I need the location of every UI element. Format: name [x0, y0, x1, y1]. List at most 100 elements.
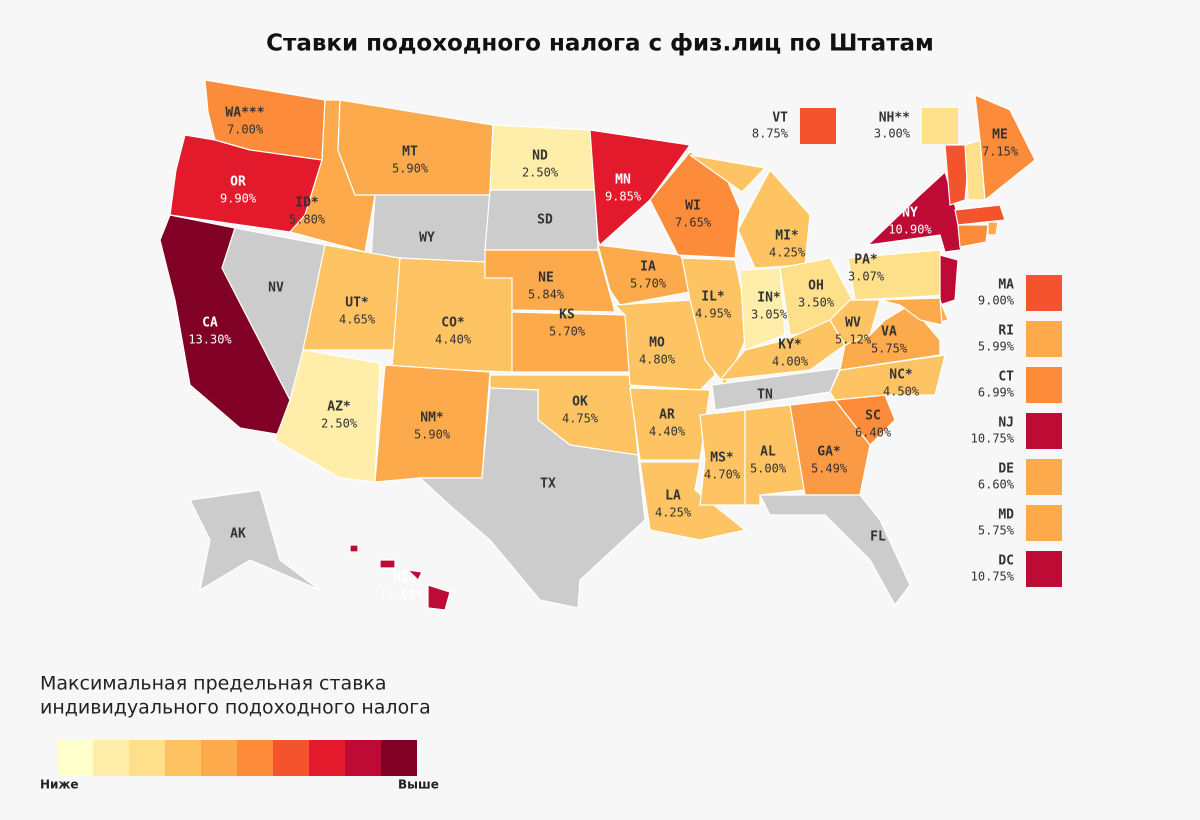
callout-box — [800, 108, 836, 144]
state — [689, 154, 811, 269]
state-rate: 5.00% — [750, 462, 787, 476]
state-code: CA — [202, 316, 218, 331]
legend-swatch — [309, 740, 345, 776]
callout-rate: 3.00% — [874, 127, 911, 141]
state-rate: 5.70% — [630, 277, 667, 291]
state-rate: 4.80% — [639, 353, 676, 367]
state-rate: 2.50% — [321, 417, 358, 431]
state-rate: 4.00% — [772, 355, 809, 369]
state-rate: 3.07% — [848, 270, 885, 284]
state-code: MT — [402, 145, 418, 160]
callout-code: VT — [772, 111, 788, 126]
state-rate: 5.75% — [871, 342, 908, 356]
state — [879, 297, 943, 326]
state-code: ID* — [295, 196, 319, 211]
callout-code: RI — [998, 324, 1014, 339]
callout-rate: 6.99% — [978, 386, 1015, 400]
state — [939, 254, 959, 306]
state-rate: 5.70% — [549, 325, 586, 339]
state-rate: 4.70% — [704, 468, 741, 482]
state — [829, 299, 881, 346]
state-code: IA — [640, 260, 656, 275]
state — [954, 204, 1006, 226]
state — [649, 151, 741, 259]
state-rate: 3.50% — [798, 296, 835, 310]
state-rate: 6.40% — [855, 426, 892, 440]
legend-title: Максимальная предельная ставка — [40, 673, 387, 695]
state — [759, 494, 911, 607]
state — [274, 349, 381, 483]
title: Ставки подоходного налога с физ.лиц по Ш… — [266, 31, 934, 57]
callout-code: NJ — [998, 416, 1014, 431]
state-code: OH — [808, 279, 824, 294]
callout-code: MA — [998, 278, 1014, 293]
state-code: NE — [538, 271, 554, 286]
state-rate: 4.95% — [695, 307, 732, 321]
legend-swatch — [201, 740, 237, 776]
callout-rate: 5.99% — [978, 340, 1015, 354]
legend-swatch — [237, 740, 273, 776]
state-code: ND — [532, 149, 548, 164]
state — [987, 221, 999, 236]
state-rate: 4.50% — [883, 385, 920, 399]
state-code: WY — [419, 231, 435, 246]
legend-swatch — [381, 740, 417, 776]
callout-code: CT — [998, 370, 1014, 385]
state — [944, 144, 971, 206]
state-rate: 5.90% — [392, 162, 429, 176]
state-code: CO* — [441, 316, 465, 331]
callout-box — [1026, 413, 1062, 449]
callout-rate: 6.60% — [978, 478, 1015, 492]
callout-box — [1026, 321, 1062, 357]
state-code: MN — [615, 173, 631, 188]
state-code: NC* — [889, 368, 913, 383]
state-code: GA* — [817, 445, 841, 460]
state-code: LA — [665, 489, 681, 504]
callout-code: DE — [998, 462, 1014, 477]
state-code: TN — [757, 388, 773, 403]
state-rate: 5.90% — [414, 428, 451, 442]
state-code: FL — [870, 530, 886, 545]
state-code: WI — [685, 199, 701, 214]
state-rate: 4.65% — [339, 313, 376, 327]
state-code: OR — [230, 175, 246, 190]
states — [159, 79, 1036, 611]
labels: WA*** 7.00% OR 9.90% CA 13.30% NV ID* 5.80% MT 5.9… — [188, 106, 1062, 602]
state-rate: 2.50% — [522, 166, 559, 180]
state-code: WA*** — [225, 106, 264, 121]
state-code: KY* — [778, 338, 802, 353]
state-code: UT* — [345, 296, 369, 311]
state — [829, 354, 946, 401]
state-code: VA — [881, 325, 897, 340]
callout-box — [1026, 275, 1062, 311]
state-rate: 4.25% — [769, 246, 806, 260]
legend-swatch — [345, 740, 381, 776]
state-rate: 4.40% — [435, 333, 472, 347]
legend-high: Выше — [398, 778, 439, 792]
callout-box — [1026, 551, 1062, 587]
state-code: NY — [902, 206, 918, 221]
state — [589, 129, 692, 247]
state-rate: 10.90% — [888, 223, 932, 237]
state-code: OK — [572, 395, 588, 410]
state-code: NV — [268, 281, 284, 296]
state-code: IL* — [701, 290, 725, 305]
state-rate: 7.65% — [675, 216, 712, 230]
state-rate: 7.15% — [982, 145, 1019, 159]
state-code: KS — [559, 308, 575, 323]
state-code: AK — [230, 527, 246, 542]
state-rate: 9.90% — [220, 192, 257, 206]
legend-swatch — [273, 740, 309, 776]
state-rate: 4.75% — [562, 412, 599, 426]
state — [839, 304, 941, 371]
callout-code: DC — [998, 554, 1014, 569]
state-code: TX — [540, 477, 556, 492]
state-rate: 5.12% — [835, 333, 872, 347]
state-rate: 13.30% — [188, 333, 232, 347]
callout-rate: 10.75% — [971, 570, 1015, 584]
state-rate: 9.85% — [605, 190, 642, 204]
state-code: IN* — [757, 291, 781, 306]
state-rate: 7.00% — [227, 123, 264, 137]
legend-low: Ниже — [40, 778, 79, 792]
